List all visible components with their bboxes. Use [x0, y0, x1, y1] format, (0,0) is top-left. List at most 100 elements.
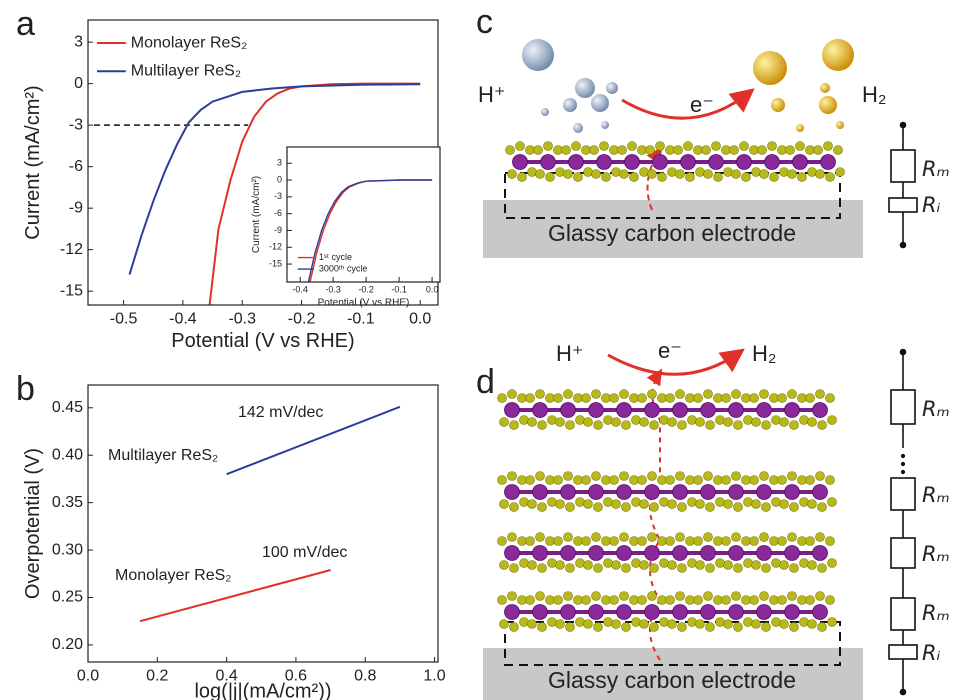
sulfur-atom — [526, 476, 535, 485]
sulfur-atom — [750, 394, 759, 403]
sulfur-atom — [534, 146, 543, 155]
rhenium-atom — [757, 546, 772, 561]
sulfur-atom — [688, 498, 697, 507]
sulfur-atom — [564, 592, 573, 601]
sulfur-atom — [666, 476, 675, 485]
sulfur-atom — [594, 503, 603, 512]
sulfur-atom — [638, 394, 647, 403]
sulfur-atom — [806, 476, 815, 485]
sulfur-atom — [576, 498, 585, 507]
sulfur-atom — [554, 394, 563, 403]
sulfur-atom — [574, 596, 583, 605]
rhenium-atom — [785, 485, 800, 500]
sulfur-atom — [508, 170, 517, 179]
sulfur-atom — [706, 421, 715, 430]
sulfur-atom — [500, 500, 509, 509]
sulfur-atom — [638, 596, 647, 605]
sulfur-atom — [506, 146, 515, 155]
sulfur-atom — [694, 537, 703, 546]
sulfur-atom — [824, 142, 833, 151]
sulfur-atom — [648, 472, 657, 481]
rhenium-atom — [597, 155, 612, 170]
chart: b0.00.20.40.60.81.00.450.400.350.300.250… — [16, 370, 446, 700]
res2-layer — [498, 472, 837, 512]
sulfur-atom — [696, 620, 705, 629]
rhenium-atom — [701, 403, 716, 418]
sulfur-atom — [798, 596, 807, 605]
sulfur-atom — [686, 596, 695, 605]
y-tick-label: -3 — [69, 116, 83, 133]
hydrogen — [753, 39, 854, 132]
x-axis-label: log(|j|(mA/cm²)) — [194, 680, 331, 700]
sulfur-atom — [688, 618, 697, 627]
rhenium-atom — [785, 546, 800, 561]
resistor-label: Rₘ — [922, 601, 950, 625]
sulfur-atom — [602, 537, 611, 546]
sulfur-atom — [796, 142, 805, 151]
rhenium-atom — [729, 546, 744, 561]
sulfur-atom — [594, 623, 603, 632]
sulfur-atom — [696, 418, 705, 427]
sulfur-atom — [706, 503, 715, 512]
rhenium-atom — [729, 605, 744, 620]
sulfur-atom — [650, 564, 659, 573]
sulfur-atom — [592, 592, 601, 601]
sulfur-atom — [800, 416, 809, 425]
rhenium-atom — [561, 403, 576, 418]
sulfur-atom — [510, 623, 519, 632]
y-tick-label: 0.30 — [52, 541, 83, 558]
sulfur-atom — [744, 618, 753, 627]
sulfur-atom — [582, 146, 591, 155]
sulfur-atom — [592, 390, 601, 399]
sulfur-atom — [724, 168, 733, 177]
sulfur-atom — [790, 421, 799, 430]
sulfur-atom — [762, 623, 771, 632]
plot-area — [287, 147, 440, 282]
sulfur-atom — [500, 418, 509, 427]
sulfur-atom — [638, 146, 647, 155]
rhenium-atom — [757, 485, 772, 500]
rhenium-atom — [561, 546, 576, 561]
sulfur-atom — [818, 421, 827, 430]
sulfur-atom — [686, 476, 695, 485]
sulfur-atom — [658, 394, 667, 403]
sulfur-atom — [508, 390, 517, 399]
rhenium-atom — [793, 155, 808, 170]
y-axis-label: Current (mA/cm²) — [22, 85, 44, 239]
sulfur-atom — [676, 592, 685, 601]
sulfur-atom — [828, 498, 837, 507]
sulfur-atom — [574, 394, 583, 403]
sulfur-atom — [780, 500, 789, 509]
sulfur-atom — [694, 476, 703, 485]
sulfur-atom — [546, 596, 555, 605]
sulfur-atom — [752, 561, 761, 570]
sulfur-atom — [556, 168, 565, 177]
sulfur-atom — [574, 476, 583, 485]
rhenium-atom — [701, 605, 716, 620]
y-tick-label: 0 — [277, 174, 282, 184]
sulfur-atom — [660, 416, 669, 425]
sulfur-atom — [612, 500, 621, 509]
resistor-label: Rᵢ — [922, 641, 941, 665]
sulfur-atom — [528, 500, 537, 509]
rhenium-atom — [821, 155, 836, 170]
sulfur-atom — [688, 416, 697, 425]
sulfur-atom — [544, 142, 553, 151]
sulfur-atom — [742, 537, 751, 546]
x-tick-label: -0.4 — [169, 311, 197, 328]
x-tick-label: 0.2 — [146, 668, 168, 685]
sulfur-atom — [548, 559, 557, 568]
sulfur-atom — [612, 561, 621, 570]
sulfur-atom — [546, 173, 555, 182]
sulfur-atom — [602, 596, 611, 605]
sulfur-atom — [666, 146, 675, 155]
y-tick-label: 3 — [74, 33, 83, 50]
rhenium-atom — [813, 403, 828, 418]
sulfur-atom — [528, 620, 537, 629]
sulfur-atom — [816, 592, 825, 601]
sulfur-atom — [518, 596, 527, 605]
sulfur-atom — [622, 421, 631, 430]
rhenium-atom — [561, 485, 576, 500]
sulfur-atom — [806, 596, 815, 605]
sulfur-atom — [800, 498, 809, 507]
